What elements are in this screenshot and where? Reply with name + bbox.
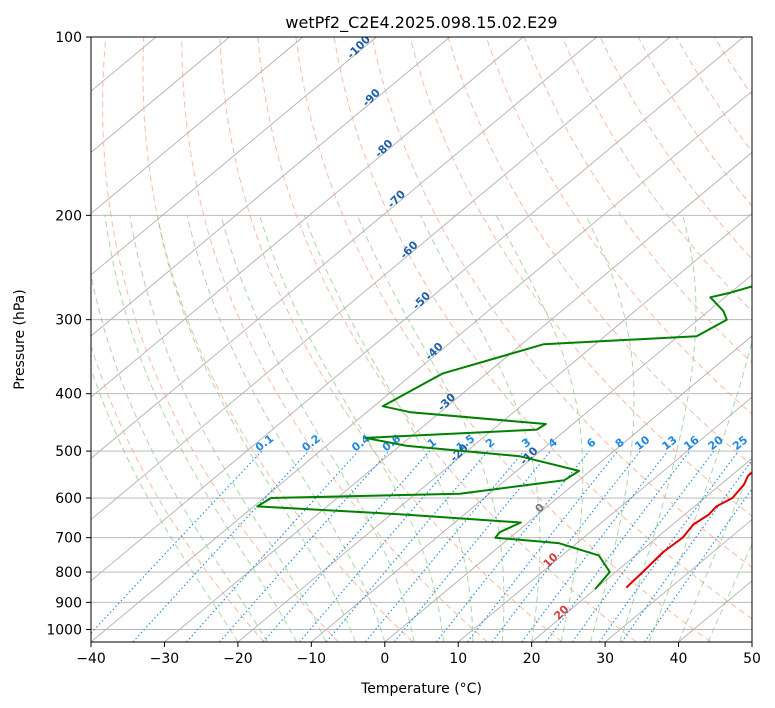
isotherm-line [457, 396, 752, 642]
moist-adiabat-line [91, 367, 239, 642]
isotherm-line [237, 212, 752, 642]
moist-adiabat-line [420, 215, 541, 642]
y-tick-label: 100 [55, 30, 82, 46]
y-tick-label: 300 [55, 313, 82, 329]
moist-adiabat-line [678, 464, 752, 642]
mixing-ratio-line [571, 450, 715, 642]
mixing-ratio-line [435, 450, 590, 642]
mixing-ratio-line [365, 450, 525, 642]
mixing-ratio-line [219, 450, 390, 642]
x-axis-title: Temperature (°C) [360, 681, 482, 697]
x-tick-label: −40 [76, 651, 106, 667]
y-tick-label: 1000 [46, 622, 82, 638]
isotherm-line [91, 90, 752, 642]
y-tick-label: 500 [55, 444, 82, 460]
dry-adiabat-line [219, 37, 563, 642]
moist-adiabat-line [220, 215, 415, 642]
background-lines [91, 37, 752, 642]
moist-adiabat-line [304, 215, 474, 642]
x-tick-label: −30 [150, 651, 180, 667]
isotherm-line [164, 151, 752, 642]
x-tick-label: −20 [223, 651, 253, 667]
x-tick-label: 20 [523, 651, 541, 667]
chart-title: wetPf2_C2E4.2025.098.15.02.E29 [285, 13, 557, 33]
mixing-ratio-line [393, 450, 551, 642]
mixing-ratio-line [521, 450, 669, 642]
y-tick-label: 700 [55, 531, 82, 547]
dry-adiabat-line [102, 37, 339, 642]
dry-adiabat-line [409, 37, 752, 517]
isotherm-line [604, 519, 752, 642]
dry-adiabat-line [333, 37, 752, 620]
mixing-ratio-line [598, 450, 739, 642]
x-tick-label: −10 [297, 651, 327, 667]
isotherm-line [91, 37, 597, 459]
mixing-ratio-line [621, 459, 752, 642]
isotherm-line [91, 37, 377, 276]
y-axis-title: Pressure (hPa) [12, 289, 28, 389]
isotherm-line [384, 335, 752, 642]
y-tick-label: 600 [55, 491, 82, 507]
isotherm-line [91, 37, 230, 153]
moist-adiabat-line [707, 543, 752, 642]
isotherm-line [91, 37, 304, 215]
isotherm-line [91, 37, 671, 521]
moist-adiabat-line [356, 215, 505, 642]
isotherm-line [531, 457, 752, 642]
mixing-ratio-line [91, 450, 263, 635]
moist-adiabat-line [91, 272, 268, 642]
moist-adiabat-line [648, 339, 752, 642]
temperature-profile-line [625, 471, 752, 589]
mixing-ratio-label: 30 [751, 433, 771, 453]
x-tick-label: 50 [743, 651, 761, 667]
profile-lines [256, 285, 752, 590]
y-tick-label: 900 [55, 595, 82, 611]
plot-frame [90, 36, 753, 643]
moist-adiabat-line [585, 215, 635, 642]
isotherm-line [91, 37, 451, 337]
mixing-ratio-line [644, 488, 752, 642]
moist-adiabat-line [104, 215, 298, 642]
mixing-ratio-line [186, 450, 359, 642]
x-tick-label: 10 [449, 651, 467, 667]
isotherm-line [91, 37, 524, 398]
dry-adiabat-line [91, 344, 265, 642]
moist-adiabat-line [129, 215, 327, 642]
moist-adiabat-line [495, 215, 584, 642]
mixing-ratio-line [132, 450, 309, 642]
dewpoint-profile-line [256, 285, 752, 590]
dry-adiabat-line [257, 37, 637, 642]
y-tick-label: 200 [55, 208, 82, 224]
x-tick-label: 0 [380, 651, 389, 667]
dry-adiabat-line [181, 37, 488, 642]
isotherm-line [91, 37, 744, 582]
axes: −40 −30 −20 −10 0 10 20 30 40 50 100 200 300 400 500 60… [46, 30, 761, 667]
y-tick-label: 400 [55, 387, 82, 403]
x-tick-label: 30 [596, 651, 614, 667]
dry-adiabat-line [371, 37, 752, 568]
y-tick-label: 800 [55, 565, 82, 581]
x-tick-label: 40 [670, 651, 688, 667]
